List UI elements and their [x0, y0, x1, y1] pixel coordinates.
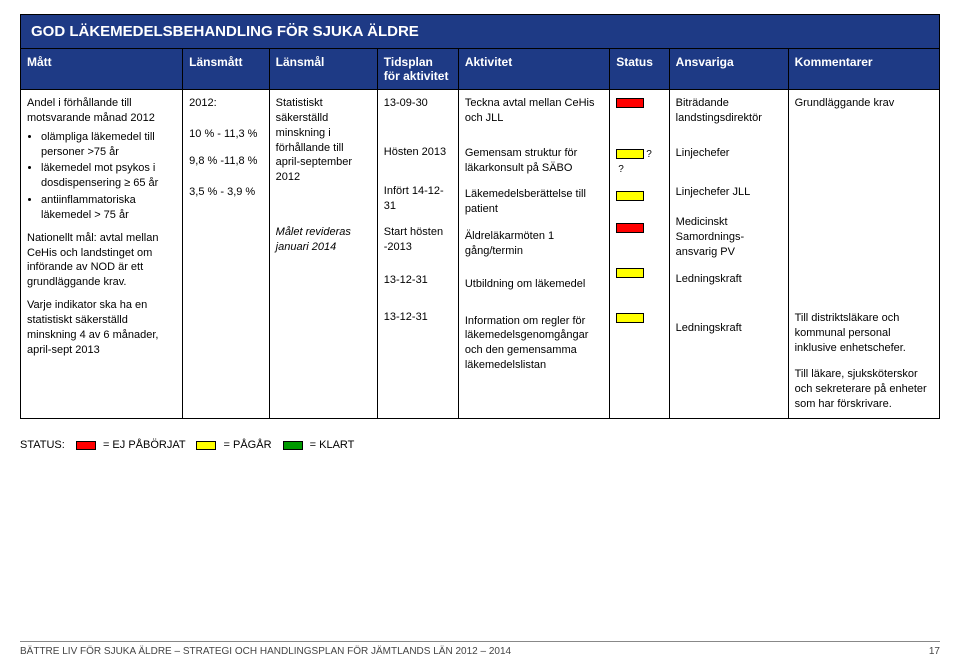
akt-r4: Utbildning om läkemedel — [465, 277, 603, 292]
data-row: Andel i förhållande till motsvarande mån… — [21, 90, 940, 419]
main-table: Mått Länsmått Länsmål Tidsplan för aktiv… — [20, 48, 940, 419]
tid-r5: 13-12-31 — [384, 310, 452, 325]
ansv-r2: Linjechefer JLL — [676, 185, 782, 200]
akt-r3: Äldreläkarmöten 1 gång/termin — [465, 229, 603, 259]
cell-kommentarer: Grundläggande krav Till distriktsläkare … — [788, 90, 939, 419]
status-r2 — [616, 191, 644, 201]
komm-r5: Till läkare, sjuksköterskor och sekreter… — [795, 367, 933, 412]
lansmatt-r3: 3,5 % - 3,9 % — [189, 185, 262, 200]
status-qmark: ? — [646, 149, 652, 160]
matt-bullet: läkemedel mot psykos i dosdispensering ≥… — [41, 161, 176, 191]
page-title: GOD LÄKEMEDELSBEHANDLING FÖR SJUKA ÄLDRE — [31, 23, 419, 40]
tid-r4: 13-12-31 — [384, 273, 452, 288]
matt-bullet: olämpliga läkemedel till personer >75 år — [41, 130, 176, 160]
cell-tidsplan: 13-09-30 Hösten 2013 Infört 14-12-31 Sta… — [377, 90, 458, 419]
th-aktivitet: Aktivitet — [458, 49, 609, 90]
th-matt: Mått — [21, 49, 183, 90]
cell-lansmatt: 2012: 10 % - 11,3 % 9,8 % -11,8 % 3,5 % … — [183, 90, 269, 419]
akt-r5: Information om regler för läkemedels­gen… — [465, 314, 603, 373]
footer-left: BÄTTRE LIV FÖR SJUKA ÄLDRE – STRATEGI OC… — [20, 646, 511, 657]
legend-red — [76, 441, 96, 450]
cell-status: ? ? — [610, 90, 669, 419]
footer-page: 17 — [929, 646, 940, 657]
tid-r0: 13-09-30 — [384, 96, 452, 111]
cell-matt: Andel i förhållande till motsvarande mån… — [21, 90, 183, 419]
footer: BÄTTRE LIV FÖR SJUKA ÄLDRE – STRATEGI OC… — [20, 641, 940, 657]
status-legend: STATUS: = EJ PÅBÖRJAT = PÅGÅR = KLART — [20, 439, 940, 451]
matt-p2: Nationellt mål: avtal mellan CeHis och l… — [27, 231, 176, 290]
komm-r4: Till distriktsläkare och kommunal person… — [795, 311, 933, 356]
ansv-r1: Linjechefer — [676, 146, 782, 161]
status-qmark: ? — [618, 164, 624, 175]
lansmal-p2: Målet revideras januari 2014 — [276, 225, 371, 255]
matt-bullet: antiinflammatoriska läkemedel > 75 år — [41, 193, 176, 223]
tid-r2: Infört 14-12-31 — [384, 184, 452, 214]
cell-lansmal: Statistiskt säkerställd minskning i förh… — [269, 90, 377, 419]
status-r3 — [616, 223, 644, 233]
legend-green — [283, 441, 303, 450]
page: GOD LÄKEMEDELSBEHANDLING FÖR SJUKA ÄLDRE… — [0, 0, 960, 667]
matt-bullets: olämpliga läkemedel till personer >75 år… — [27, 130, 176, 223]
akt-r2: Läkemedelsberättelse till patient — [465, 187, 603, 217]
title-bar: GOD LÄKEMEDELSBEHANDLING FÖR SJUKA ÄLDRE — [20, 14, 940, 48]
status-r1a — [616, 149, 644, 159]
ansv-r4: Ledningskraft — [676, 272, 782, 287]
status-r0 — [616, 98, 644, 108]
lansmatt-r0: 2012: — [189, 96, 262, 111]
th-lansmatt: Länsmått — [183, 49, 269, 90]
th-kommentarer: Kommentarer — [788, 49, 939, 90]
legend-label: STATUS: — [20, 439, 65, 451]
cell-ansvariga: Biträdande landstingsdirektör Linjechefe… — [669, 90, 788, 419]
akt-r0: Teckna avtal mellan CeHis och JLL — [465, 96, 603, 126]
ansv-r5: Ledningskraft — [676, 321, 782, 336]
lansmal-p1: Statistiskt säkerställd minskning i förh… — [276, 96, 371, 185]
legend-yellow — [196, 441, 216, 450]
status-r5 — [616, 313, 644, 323]
lansmatt-r1: 10 % - 11,3 % — [189, 127, 262, 142]
th-ansvariga: Ansvariga — [669, 49, 788, 90]
th-tidsplan: Tidsplan för aktivitet — [377, 49, 458, 90]
th-status: Status — [610, 49, 669, 90]
matt-intro: Andel i förhållande till motsvarande mån… — [27, 96, 176, 126]
legend-pagar: = PÅGÅR — [224, 439, 272, 451]
ansv-r3: Medicinskt Samordnings­ansvarig PV — [676, 215, 782, 260]
komm-r0: Grundläggande krav — [795, 96, 933, 111]
akt-r1: Gemensam struktur för läkarkonsult på SÄ… — [465, 146, 603, 176]
cell-aktivitet: Teckna avtal mellan CeHis och JLL Gemens… — [458, 90, 609, 419]
status-r4 — [616, 268, 644, 278]
legend-klart: = KLART — [310, 439, 355, 451]
th-lansmal: Länsmål — [269, 49, 377, 90]
ansv-r0: Biträdande landstingsdirektör — [676, 96, 782, 126]
header-row: Mått Länsmått Länsmål Tidsplan för aktiv… — [21, 49, 940, 90]
legend-ej: = EJ PÅBÖRJAT — [103, 439, 185, 451]
lansmatt-r2: 9,8 % -11,8 % — [189, 154, 262, 169]
tid-r3: Start hösten -2013 — [384, 225, 452, 255]
matt-p3: Varje indikator ska ha en statistiskt sä… — [27, 298, 176, 357]
tid-r1: Hösten 2013 — [384, 145, 452, 160]
